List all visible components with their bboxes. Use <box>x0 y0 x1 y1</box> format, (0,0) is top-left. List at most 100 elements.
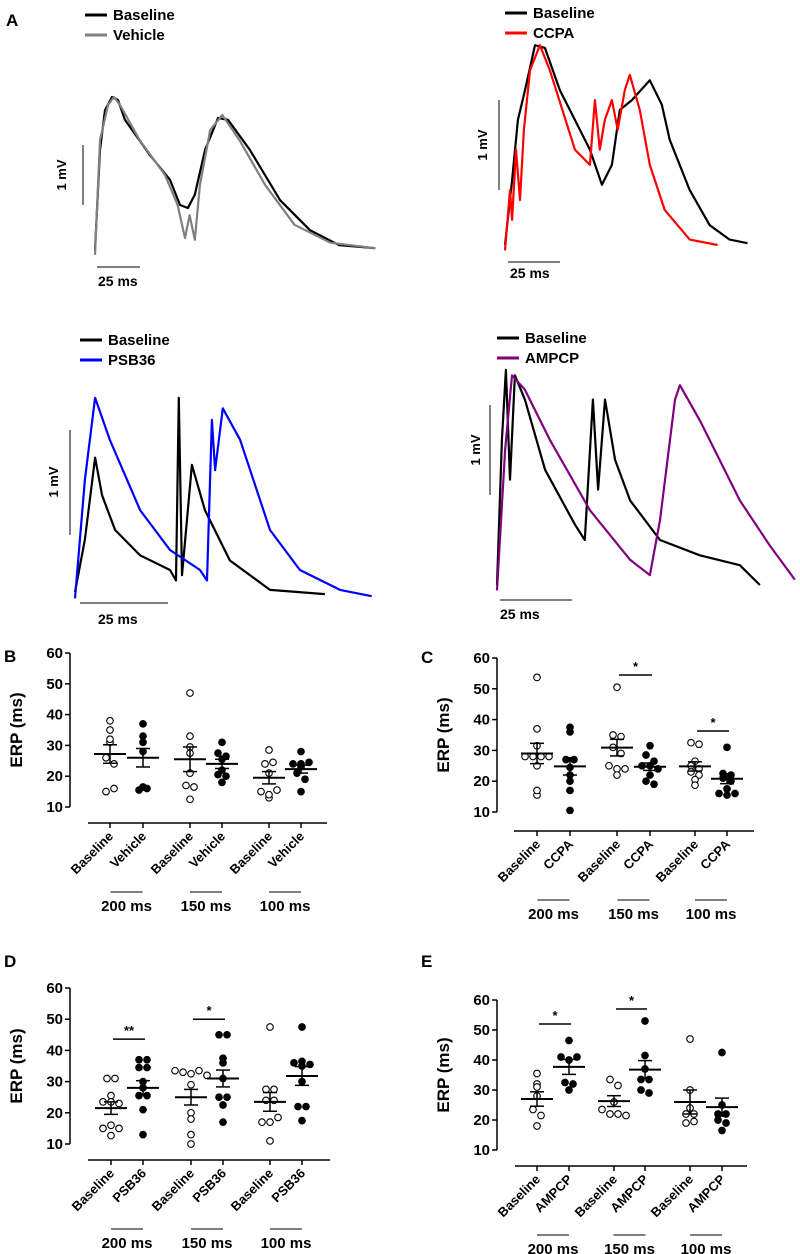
data-point <box>139 1130 147 1139</box>
data-point <box>682 1119 690 1127</box>
data-point <box>573 1053 581 1061</box>
legend-label: Vehicle <box>113 27 165 44</box>
data-point <box>294 1102 302 1111</box>
data-point <box>270 1085 278 1094</box>
y-axis-label: ERP (ms) <box>7 1028 26 1103</box>
data-point <box>107 1131 115 1140</box>
data-point <box>642 751 650 759</box>
y-tick-label: 50 <box>473 681 490 698</box>
data-point <box>187 1115 195 1123</box>
data-point <box>641 1051 649 1060</box>
panel-letter-e: E <box>421 952 432 971</box>
data-point <box>687 738 695 747</box>
data-point <box>533 1122 541 1130</box>
data-point <box>215 1030 223 1039</box>
data-point <box>613 683 621 692</box>
y-tick-label: 40 <box>473 712 490 729</box>
x-tick-label: Baseline <box>648 1172 696 1220</box>
data-point <box>223 1093 231 1102</box>
y-tick-label: 60 <box>473 650 490 667</box>
x-tick-label: Vehicle <box>265 829 307 871</box>
x-tick-label: Baseline <box>68 829 116 877</box>
group-label: 150 ms <box>182 1235 233 1252</box>
data-point <box>606 1110 614 1118</box>
scale-label-time: 25 ms <box>510 265 550 281</box>
data-point <box>139 732 147 741</box>
data-point <box>274 1113 282 1122</box>
group-label: 200 ms <box>528 906 579 923</box>
data-point <box>179 1068 187 1077</box>
data-point <box>190 783 198 791</box>
x-tick-label: Baseline <box>69 1166 117 1214</box>
significance-label: * <box>629 993 635 1008</box>
data-point <box>690 1117 698 1126</box>
data-point <box>301 775 309 784</box>
data-point <box>265 746 273 754</box>
data-point <box>135 1055 143 1064</box>
data-point <box>266 1118 274 1127</box>
data-point <box>214 749 222 757</box>
data-point <box>718 1048 726 1057</box>
group-label: 200 ms <box>102 1235 153 1252</box>
y-tick-label: 30 <box>473 1082 490 1099</box>
x-tick-label: CCPA <box>540 836 576 872</box>
data-point <box>723 791 731 799</box>
data-point <box>566 777 574 786</box>
data-point <box>222 772 230 781</box>
data-point <box>695 740 703 749</box>
data-point <box>566 728 574 736</box>
data-point <box>529 1105 537 1114</box>
data-point <box>102 787 110 796</box>
significance-label: ** <box>124 1023 135 1038</box>
data-point <box>143 1055 151 1064</box>
data-point <box>219 1118 227 1127</box>
data-point <box>566 786 574 795</box>
data-point <box>106 716 114 725</box>
data-point <box>641 1017 649 1025</box>
data-point <box>215 1093 223 1102</box>
data-point <box>646 771 654 779</box>
data-point <box>195 1066 203 1075</box>
y-tick-label: 50 <box>473 1022 490 1039</box>
data-point <box>187 1130 195 1139</box>
data-point <box>115 1124 123 1133</box>
y-axis-label: ERP (ms) <box>434 697 453 772</box>
data-point <box>686 1035 694 1043</box>
x-tick-label: Baseline <box>149 1166 197 1214</box>
legend-label: CCPA <box>533 25 575 42</box>
x-tick-label: Baseline <box>148 829 196 877</box>
x-tick-label: Baseline <box>228 1166 276 1214</box>
y-tick-label: 10 <box>46 799 63 816</box>
data-point <box>143 1063 151 1072</box>
x-tick-label: PSB36 <box>109 1166 149 1206</box>
x-tick-label: CCPA <box>697 836 733 872</box>
data-point <box>565 1036 573 1045</box>
trace-ccpa <box>503 44 718 251</box>
scale-label-time: 25 ms <box>500 606 540 622</box>
trace-vehicle <box>93 95 376 255</box>
data-point <box>727 771 735 779</box>
y-tick-label: 60 <box>46 645 63 662</box>
data-point <box>614 1110 622 1118</box>
data-point <box>139 1105 147 1114</box>
data-point <box>106 735 114 744</box>
y-axis-label: ERP (ms) <box>7 692 26 767</box>
trace-panel-a3: Baseline PSB36 1 mV 25 ms <box>46 332 372 627</box>
x-tick-label: Baseline <box>495 1172 543 1220</box>
data-point <box>111 1074 119 1083</box>
y-tick-label: 20 <box>46 1105 63 1122</box>
data-point <box>302 1102 310 1111</box>
y-tick-label: 20 <box>473 1112 490 1129</box>
significance-label: * <box>206 1003 212 1018</box>
data-point <box>718 1126 726 1135</box>
data-point <box>258 1118 266 1127</box>
group-label: 200 ms <box>101 898 152 915</box>
data-point <box>187 1108 195 1117</box>
data-point <box>107 1091 115 1100</box>
trace-baseline <box>503 44 748 246</box>
data-point <box>723 743 731 752</box>
